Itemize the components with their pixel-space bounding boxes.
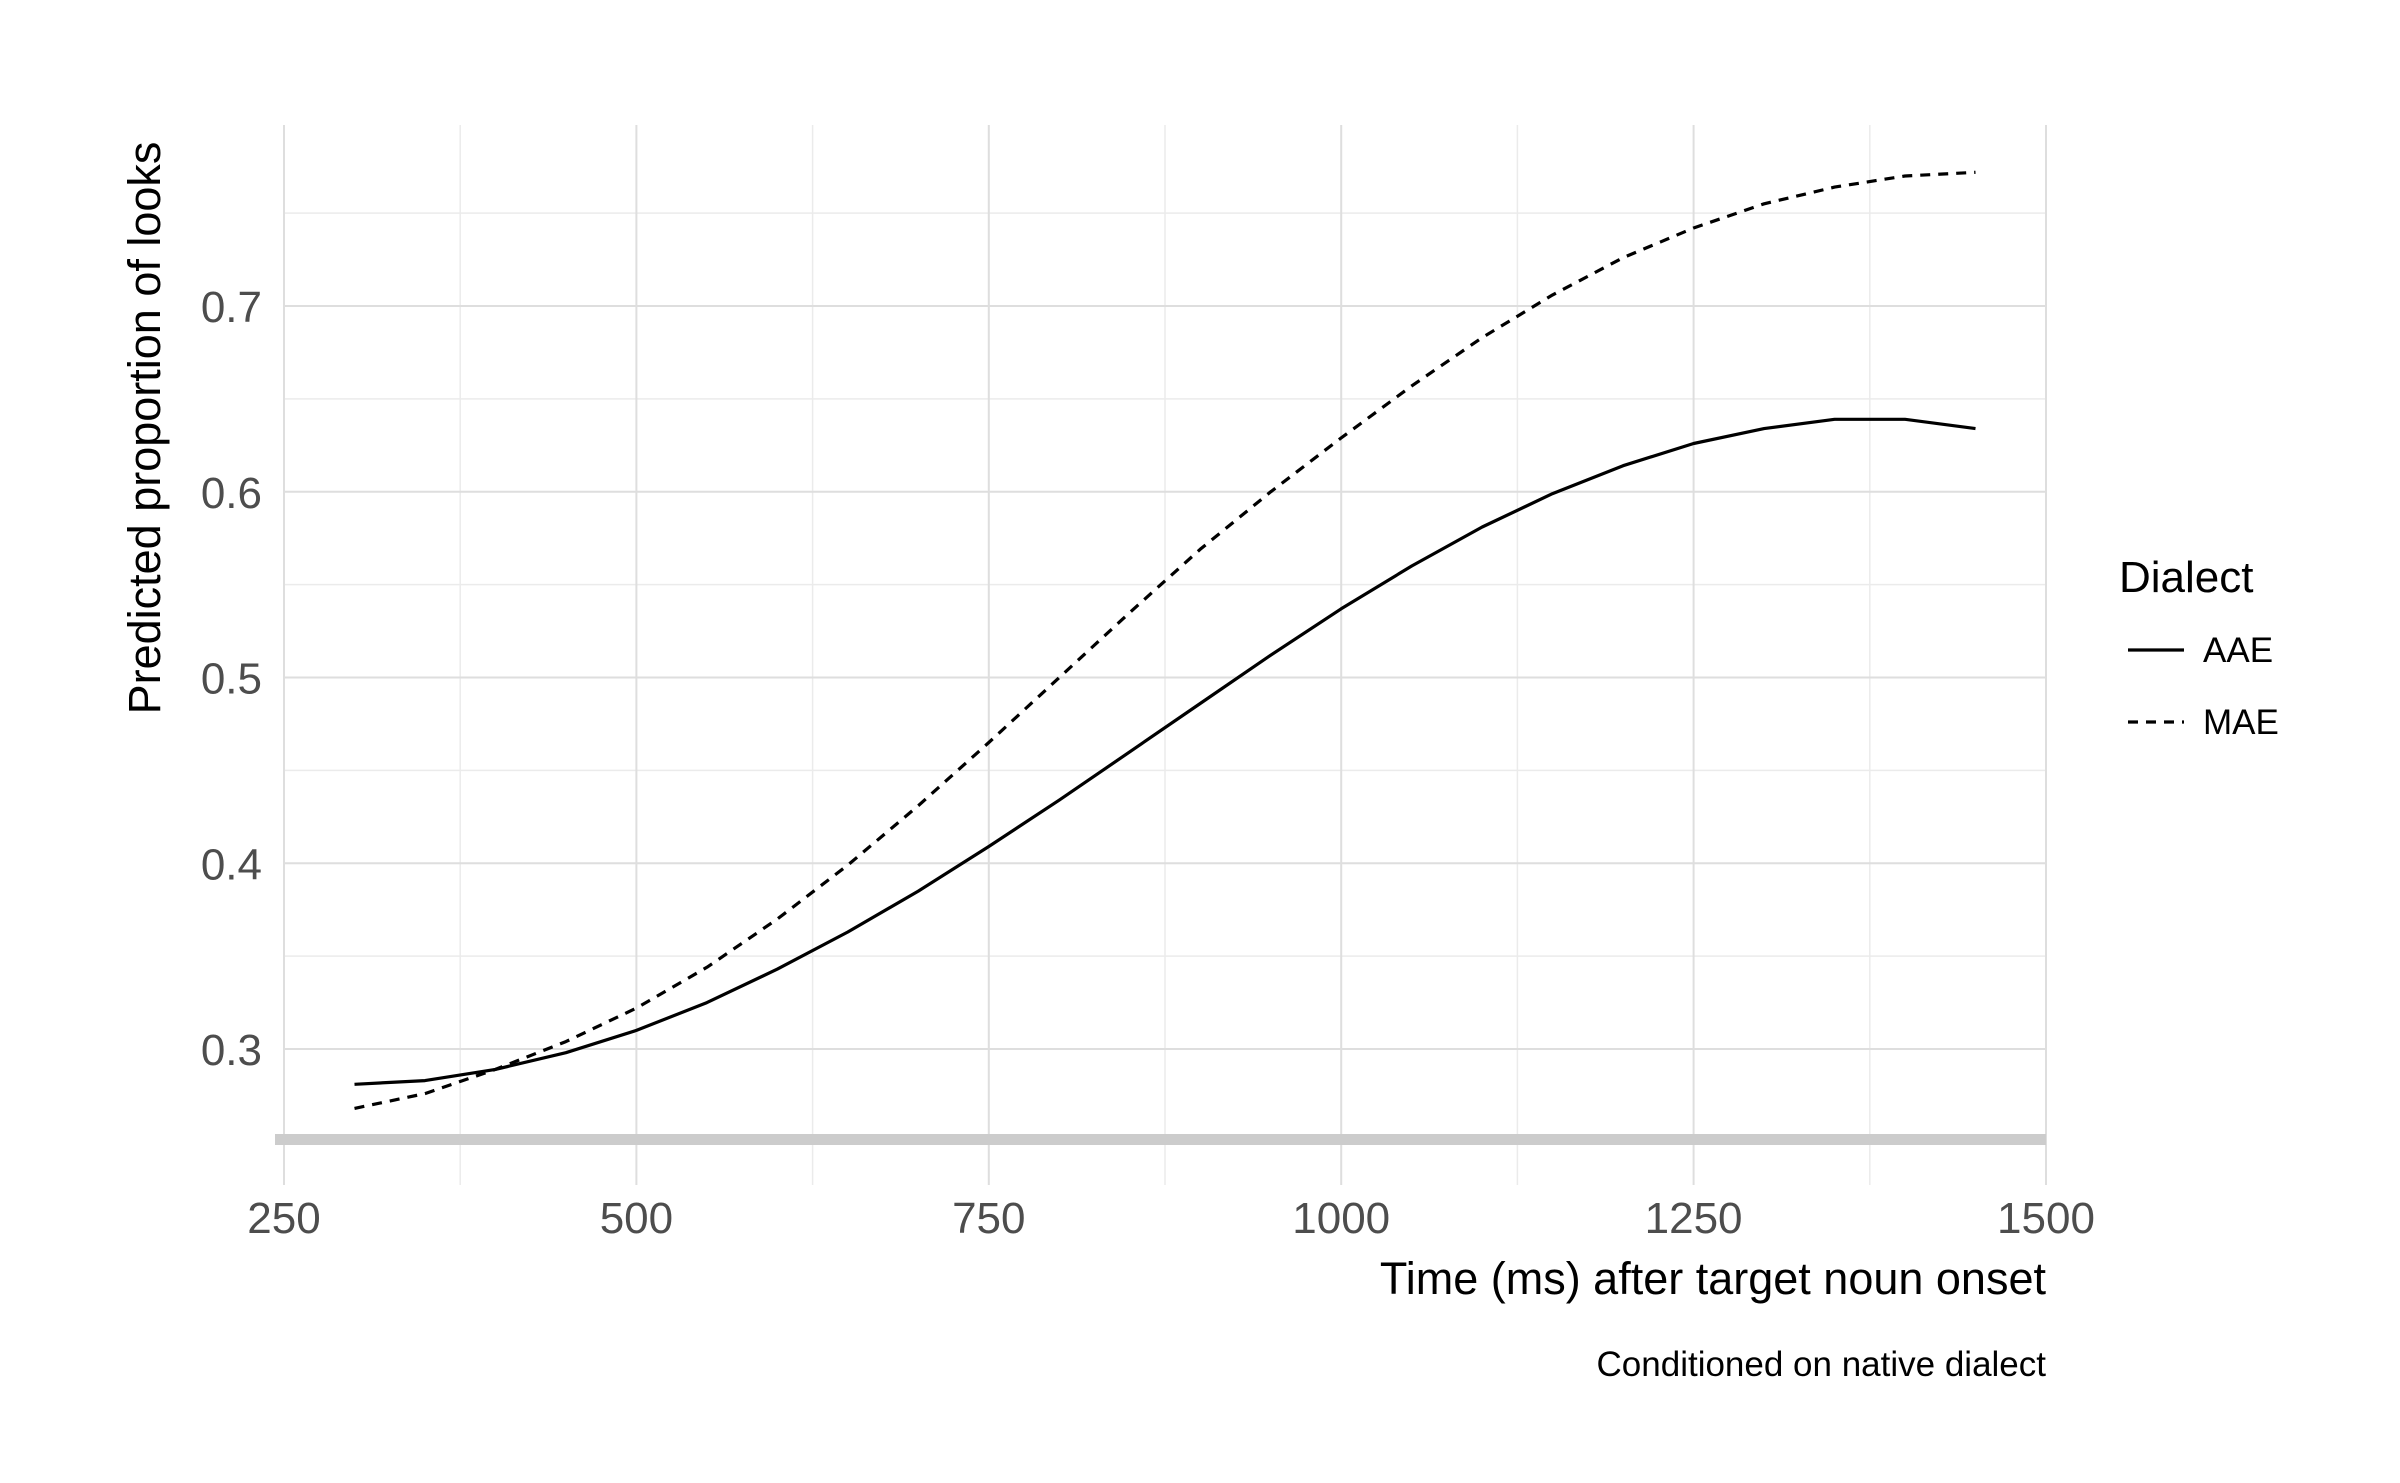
y-tick-label: 0.4 (201, 840, 262, 889)
x-tick-labels: 250 500 750 1000 1250 1500 (247, 1194, 2095, 1243)
major-gridlines (283, 125, 2047, 1185)
x-tick-label: 500 (600, 1194, 673, 1243)
legend-label-aae: AAE (2203, 631, 2273, 670)
series-line-mae (354, 170, 1976, 1110)
minor-gridlines (284, 125, 2046, 1185)
legend-title: Dialect (2119, 553, 2254, 602)
x-tick-label: 750 (952, 1194, 1025, 1243)
legend-items: AAE MAE (2128, 631, 2279, 742)
x-axis-band (275, 1134, 2046, 1145)
chart-caption: Conditioned on native dialect (1597, 1345, 2047, 1384)
series-layer (354, 170, 1976, 1110)
y-tick-label: 0.7 (201, 283, 262, 332)
y-tick-label: 0.3 (201, 1026, 262, 1075)
x-tick-label: 250 (247, 1194, 320, 1243)
y-axis-title: Predicted proportion of looks (119, 142, 170, 715)
y-tick-label: 0.5 (201, 655, 262, 704)
x-tick-label: 1000 (1292, 1194, 1390, 1243)
series-line-aae (354, 417, 1976, 1086)
legend-label-mae: MAE (2203, 703, 2279, 742)
y-tick-labels: 0.3 0.4 0.5 0.6 0.7 (201, 283, 262, 1075)
x-axis-title: Time (ms) after target noun onset (1380, 1253, 2047, 1304)
x-tick-label: 1250 (1645, 1194, 1743, 1243)
y-tick-label: 0.6 (201, 469, 262, 518)
x-tick-label: 1500 (1997, 1194, 2095, 1243)
legend: Dialect AAE MAE (2119, 553, 2279, 742)
